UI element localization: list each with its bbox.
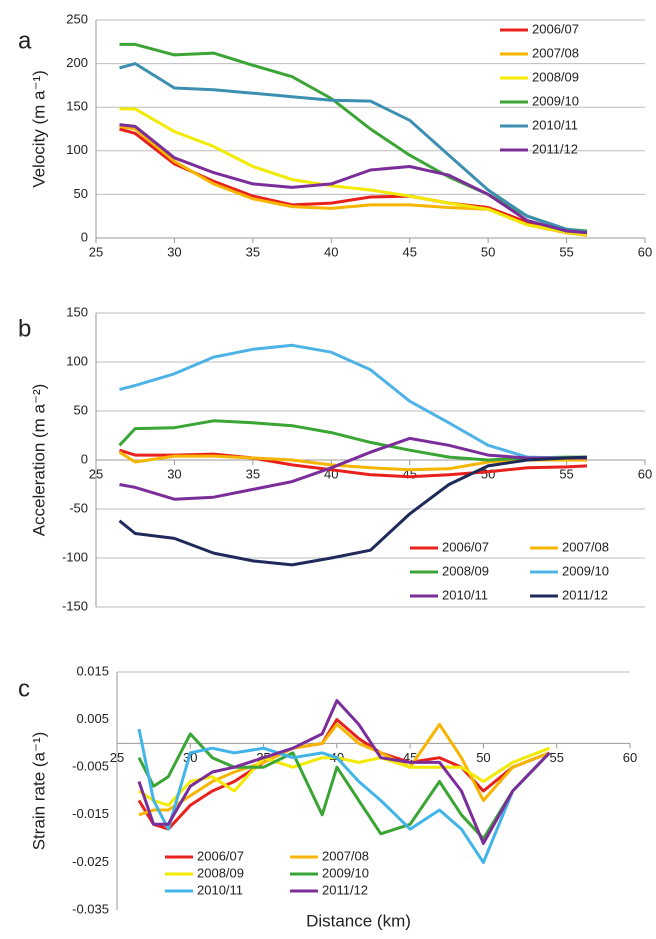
legend-label: 2009/10 [532,93,579,108]
legend-label: 2008/09 [197,865,244,880]
legend-label: 2009/10 [322,865,369,880]
legend-label: 2010/11 [532,117,578,132]
y-tick-label: 50 [74,186,88,201]
x-tick-label: 60 [638,466,652,481]
series-line [119,343,587,460]
legend-label: 2008/09 [532,69,579,84]
y-tick-label: -100 [62,549,88,564]
y-tick-label: -0.015 [72,806,109,821]
legend-label: 2008/09 [442,563,489,578]
x-tick-label: 55 [549,750,563,765]
legend-label: 2007/08 [322,848,369,863]
series-line [137,732,551,841]
series-line [138,722,550,817]
series-line [119,436,587,501]
y-tick-label: -150 [62,598,88,613]
x-tick-label: 40 [324,244,338,259]
series-line [119,127,588,236]
legend-label: 2010/11 [442,587,488,602]
y-tick-label: 0 [81,451,88,466]
x-tick-label: 45 [402,244,416,259]
x-tick-label: 35 [246,466,260,481]
x-tick-label: 50 [476,750,490,765]
legend-label: 2011/12 [532,141,578,156]
legend-label: 2006/07 [532,21,579,36]
legend-label: 2009/10 [562,563,609,578]
y-tick-label: -0.005 [72,759,109,774]
x-tick-label: 55 [559,466,573,481]
y-axis-title: Strain rate (a⁻¹) [29,732,48,851]
y-tick-label: 0 [81,229,88,244]
y-tick-label: -0.035 [72,901,109,916]
legend-label: 2006/07 [442,539,489,554]
y-tick-label: 200 [66,55,88,70]
y-tick-label: 0.015 [76,663,109,678]
panel-label: a [18,27,32,54]
legend-label: 2007/08 [532,45,579,60]
x-tick-label: 25 [110,750,124,765]
legend-label: 2011/12 [562,587,608,602]
y-axis-title: Velocity (m a⁻¹) [29,70,48,188]
series-line [137,699,551,845]
series-line [138,746,550,807]
series-line [119,123,588,235]
y-tick-label: 0.005 [76,711,109,726]
series-line [118,455,588,567]
legend-label: 2007/08 [562,539,609,554]
x-tick-label: 60 [638,244,652,259]
panel-label: c [18,675,30,702]
y-tick-label: -50 [69,500,88,515]
x-tick-label: 30 [167,244,181,259]
y-tick-label: 100 [66,142,88,157]
panel-label: b [18,315,31,342]
x-tick-label: 25 [89,466,103,481]
y-tick-label: 250 [66,11,88,26]
x-tick-label: 35 [246,244,260,259]
series-line [137,718,550,831]
x-tick-label: 50 [481,244,495,259]
legend-label: 2011/12 [322,882,368,897]
legend-label: 2010/11 [197,882,243,897]
x-tick-label: 30 [167,466,181,481]
x-axis-title: Distance (km) [306,911,411,930]
y-tick-label: 150 [66,304,88,319]
y-axis-title: Acceleration (m a⁻²) [29,384,48,537]
series-line [119,62,588,234]
legend-label: 2006/07 [197,848,244,863]
series-line [137,728,551,864]
x-tick-label: 55 [559,244,573,259]
y-tick-label: -0.025 [72,854,109,869]
series-line [119,107,588,236]
y-tick-label: 50 [74,402,88,417]
y-tick-label: 100 [66,353,88,368]
x-tick-label: 60 [623,750,637,765]
x-tick-label: 25 [89,244,103,259]
y-tick-label: 150 [66,99,88,114]
